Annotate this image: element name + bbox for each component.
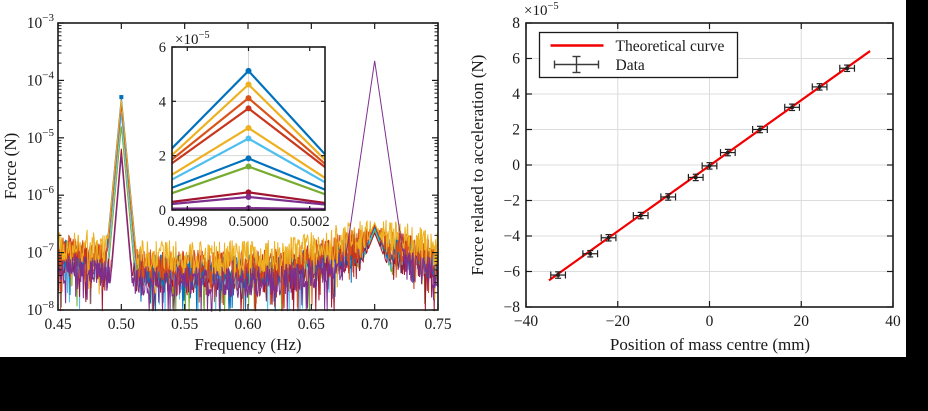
inset-peak-marker-inset-5 [245,124,252,131]
inset-peak-marker-inset-4 [245,105,252,112]
legend-label-1: Data [616,57,645,74]
calibration-ytick-label: −8 [504,299,521,316]
data-point-8 [752,125,768,134]
inset-peak-marker-inset-10 [245,193,252,200]
inset-xtick-label: 0.4998 [167,214,207,230]
data-point-4 [660,193,677,201]
inset-xtick-label: 0.5002 [290,214,330,230]
calibration-xtick-label: −20 [606,313,630,330]
calibration-ytick-label: −2 [504,193,521,210]
inset-peak-marker-inset-7 [245,155,252,162]
spectrum-ytick-label: 10−6 [27,184,55,204]
inset-peak-marker-inset-2 [245,81,252,88]
spectrum-xtick-label: 0.70 [361,316,388,333]
data-point-marker [707,164,712,168]
spectrum-plot: 0.4998 0.5000 0.5002 0 2 4 6 0.45 0.50 0.55 0.60 0.… [27,12,452,333]
inset-peak-marker-inset-3 [245,95,252,102]
calibration-xtick-label: 20 [794,313,810,330]
inset-peak-marker-inset-6 [245,135,252,142]
inset-scale-exp: −5 [198,30,210,41]
data-point-marker [726,150,730,155]
inset-peak-marker-inset-1 [245,67,252,74]
inset-ytick-label: 6 [159,40,166,56]
right-black-bar [906,0,928,411]
calibration-ytick-label: 0 [512,157,520,174]
data-point-11 [839,64,856,73]
calibration-ytick-label: 2 [512,122,520,139]
inset-scale-label: ×10−5 [175,30,210,49]
spectrum-xtick-label: 0.45 [44,316,71,333]
spectrum-ytick-label: 10−4 [27,69,55,89]
data-point-6 [701,162,718,170]
calibration-xtick-label: −40 [514,313,538,330]
calibration-scale-exp: −5 [547,1,559,12]
data-point-marker [588,252,592,256]
spectrum-ytick-label: 10−3 [27,12,55,32]
bottom-black-bar [0,357,906,411]
spectrum-peak-marker [119,95,124,100]
calibration-xlabel: Position of mass centre (mm) [609,335,811,354]
inset-xtick-label: 0.5000 [229,214,269,230]
data-point-1 [582,249,599,258]
data-point-marker [606,236,611,240]
inset-peak-marker-inset-8 [245,163,252,170]
spectrum-xtick-label: 0.60 [234,316,261,333]
data-point-marker [845,66,849,70]
calibration-xtick-label: 0 [706,313,714,330]
calibration-scale-label: ×10−5 [524,1,559,20]
spectrum-series-run-gold [57,99,439,299]
data-point-marker [556,273,560,277]
spectrum-ytick-label: 10−7 [27,242,55,262]
data-point-marker [758,127,762,132]
calibration-ytick-label: 8 [512,15,520,32]
data-point-marker [638,213,643,218]
spectrum-series-run-purple [57,60,439,312]
calibration-scale-base: ×10 [524,3,548,19]
inset-ytick-label: 0 [159,203,166,219]
spectrum-ytick-label: 10−5 [27,127,55,147]
data-point-0 [550,271,567,279]
data-point-9 [784,103,801,112]
spectrum-xtick-label: 0.65 [298,316,325,333]
spectrum-xtick-label: 0.75 [424,316,451,333]
inset-scale-base: ×10 [175,32,199,48]
data-point-marker [694,175,698,180]
data-point-2 [600,233,617,242]
inset-ytick-label: 2 [159,149,166,165]
legend-entry-1: Data [553,55,645,74]
inset-peak-marker-inset-9 [245,189,252,196]
calibration-ylabel: Force related to acceleration (N) [468,54,487,276]
legend-entry-0: Theoretical curve [550,38,725,55]
legend-label-0: Theoretical curve [616,38,725,55]
spectrum-ylabel: Force (N) [1,132,20,200]
data-point-3 [632,211,649,220]
calibration-ytick-label: −4 [504,228,521,245]
data-point-marker [817,85,822,89]
calibration-ytick-label: −6 [504,264,521,281]
spectrum-xlabel: Frequency (Hz) [194,335,302,354]
data-point-10 [811,83,828,91]
spectrum-xtick-label: 0.50 [108,316,135,333]
calibration-ytick-label: 4 [512,86,520,103]
data-point-marker [666,195,670,199]
legend-box [538,31,739,79]
data-point-7 [719,148,736,157]
inset-ytick-label: 4 [159,94,167,110]
spectrum-xtick-label: 0.55 [171,316,198,333]
calibration-ytick-label: 6 [512,51,520,68]
data-point-5 [687,173,704,182]
data-point-marker [790,105,794,110]
calibration-xtick-label: 40 [885,313,901,330]
